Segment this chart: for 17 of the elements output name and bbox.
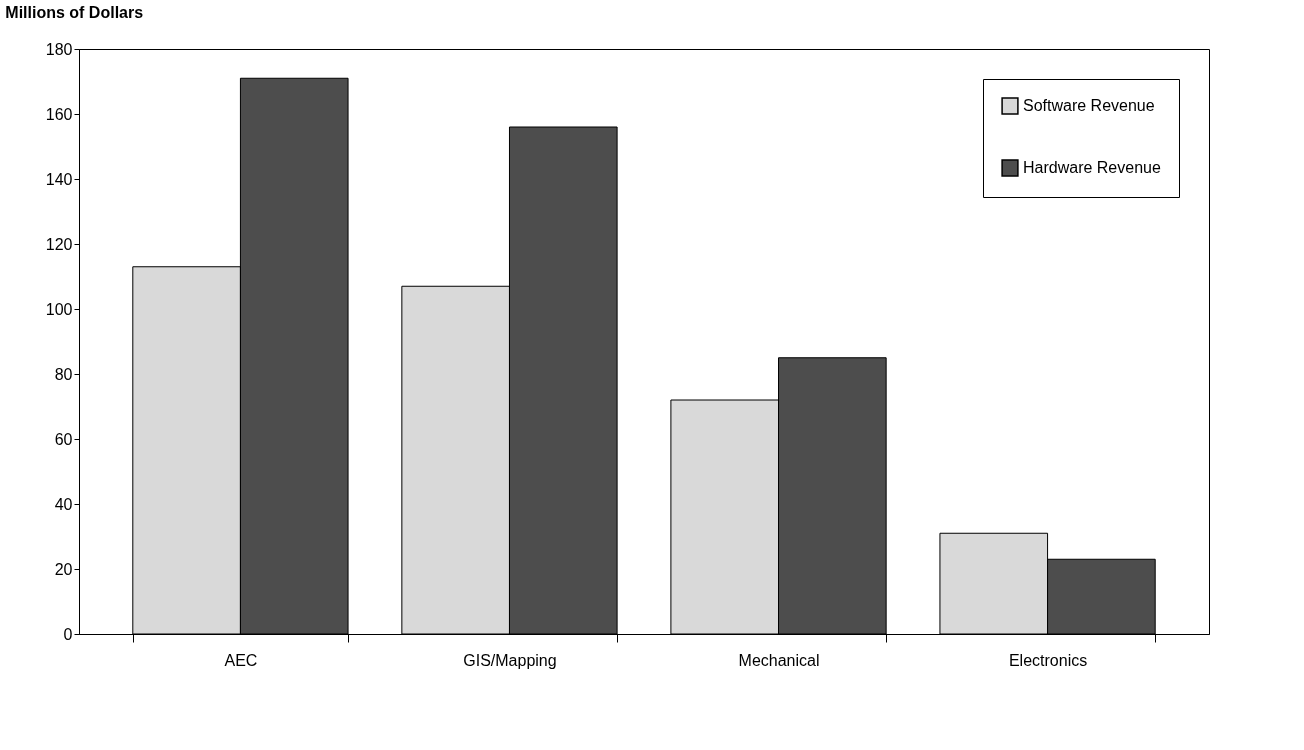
y-tick-label: 120	[45, 235, 73, 253]
y-tick-label: 0	[63, 625, 73, 643]
y-tick-label: 140	[45, 170, 73, 188]
y-tick-label: 40	[54, 495, 73, 513]
y-tick-label: 160	[45, 105, 73, 123]
y-axis-title: Millions of Dollars	[5, 4, 144, 21]
y-tick-label: 20	[54, 560, 73, 578]
y-tick-label: 180	[45, 40, 73, 58]
legend-label: Hardware Revenue	[1023, 159, 1161, 176]
x-tick-label: Mechanical	[738, 651, 820, 669]
y-tick-label: 80	[54, 365, 73, 383]
legend-label: Software Revenue	[1023, 97, 1155, 114]
y-tick-label: 100	[45, 300, 73, 318]
x-tick-label: Electronics	[1008, 651, 1088, 669]
x-tick-label: GIS/Mapping	[463, 651, 557, 669]
y-tick-label: 60	[54, 430, 73, 448]
x-tick-label: AEC	[224, 651, 258, 669]
